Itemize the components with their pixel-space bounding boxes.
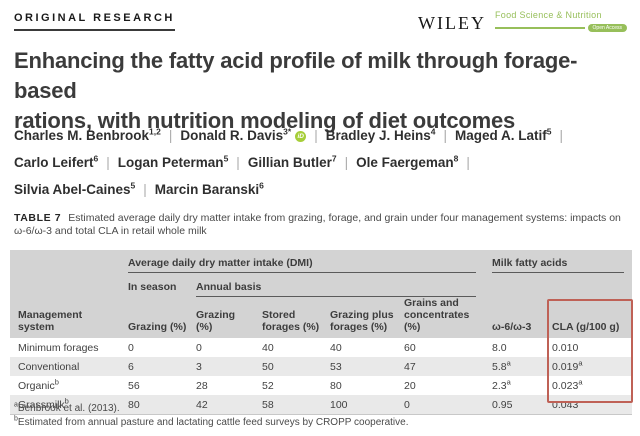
author-separator: | (314, 128, 318, 143)
author-separator: | (443, 128, 448, 143)
table-row: Organicb 56 28 52 80 20 2.3a 0.023a (10, 376, 632, 395)
cell: 80 (330, 379, 342, 392)
cell: 28 (196, 379, 208, 392)
author: Gillian Butler7 (247, 153, 337, 170)
author: Carlo Leifert6 (14, 153, 99, 170)
author-separator: | (236, 155, 240, 170)
col-header-grazing-annual: Grazing (%) (188, 297, 254, 338)
in-season-header: In season (120, 273, 188, 297)
milk-group-label: Milk fatty acids (492, 257, 625, 273)
cell: 0.95 (484, 395, 545, 415)
footnote: aBenbrook et al. (2013). (14, 401, 120, 414)
cell: 3 (188, 357, 254, 376)
cell: 53 (322, 357, 396, 376)
group-header-row: Average daily dry matter intake (DMI) Mi… (10, 250, 633, 273)
cell: 0 (128, 341, 134, 354)
data-table-wrap: Average daily dry matter intake (DMI) Mi… (10, 250, 633, 415)
author: Bradley J. Heins4 (325, 126, 436, 143)
in-season-label: In season (128, 281, 177, 293)
cell: 0.023a (552, 377, 583, 392)
cell: 0 (196, 341, 202, 354)
author: Marcin Baranski6 (154, 180, 264, 197)
article-title: Enhancing the fatty acid profile of milk… (14, 46, 632, 136)
cell: 5.8a (484, 357, 545, 376)
cell: 20 (404, 379, 416, 392)
cell: 56 (128, 379, 140, 392)
author: Charles M. Benbrook1,2 (14, 126, 161, 143)
author: Silvia Abel-Caines5 (14, 180, 136, 197)
milk-group-header: Milk fatty acids (484, 250, 633, 273)
journal-underline (495, 27, 585, 29)
row-label: Conventional (10, 357, 120, 376)
wiley-logo: WILEY (418, 13, 486, 33)
table-footnotes: aBenbrook et al. (2013). bEstimated from … (14, 402, 628, 430)
cell: 0.010 (552, 341, 579, 354)
journal-name: Food Science & Nutrition (495, 10, 602, 20)
col-header-grazing-in-season: Grazing (%) (120, 297, 188, 338)
article-title-line2: rations, with nutrition modeling of diet… (14, 108, 516, 133)
table-caption-text: Estimated average daily dry matter intak… (14, 212, 621, 237)
subgroup-header-row: In season Annual basis (10, 273, 633, 297)
row-label: Organicb (18, 377, 59, 392)
table-row: Grassmilkb 80 42 58 100 0 0.95 0.043 (10, 395, 633, 415)
empty-cell (484, 273, 633, 297)
table-caption-label: TABLE 7 (14, 212, 62, 224)
cell: 0.019a (544, 357, 633, 376)
author-separator: | (344, 155, 349, 170)
data-table: Average daily dry matter intake (DMI) Mi… (10, 250, 633, 415)
author-list: Charles M. Benbrook1,2 | Donald R. Davis3*… (14, 122, 632, 203)
cell: 60 (404, 341, 416, 354)
row-label: Minimum forages (18, 341, 99, 354)
author-separator: | (559, 128, 564, 143)
orcid-icon[interactable]: iD (295, 131, 307, 142)
table-row: Minimum forages 0 0 40 40 60 8.0 0.010 (10, 338, 632, 357)
journal-rule-row: Open Access (495, 24, 627, 32)
table-caption: TABLE 7 Estimated average daily dry matte… (14, 212, 628, 238)
cell: 2.3a (492, 377, 511, 392)
footnote: bEstimated from annual pasture and lacta… (14, 415, 409, 428)
author: Logan Peterman5 (117, 153, 229, 170)
col-header-stored-forages: Stored forages (%) (254, 297, 322, 338)
col-header-grains-concentrates: Grains and concentrates (%) (396, 297, 485, 338)
journal-name-block: Food Science & Nutrition Open Access (495, 10, 627, 32)
cell: 52 (262, 379, 274, 392)
article-type-label: ORIGINAL RESEARCH (14, 12, 175, 31)
cell: 8.0 (492, 341, 507, 354)
author: Donald R. Davis3* (180, 126, 292, 143)
cell: 50 (254, 357, 322, 376)
annual-basis-label: Annual basis (196, 281, 477, 297)
cell: 40 (330, 341, 342, 354)
author: Ole Faergeman8 (356, 153, 459, 170)
author-separator: | (143, 182, 147, 197)
cell: 6 (120, 357, 188, 376)
annual-basis-header: Annual basis (188, 273, 485, 297)
cell: 42 (188, 395, 254, 415)
author-separator: | (168, 128, 173, 143)
table-row: Conventional 6 3 50 53 47 5.8a 0.019a (10, 357, 633, 376)
empty-cell (10, 273, 120, 297)
col-header-grazing-plus-forages: Grazing plus forages (%) (322, 297, 396, 338)
dmi-group-label: Average daily dry matter intake (DMI) (128, 257, 477, 273)
author: Maged A. Latif5 (455, 126, 552, 143)
cell: 40 (262, 341, 274, 354)
author-separator: | (466, 155, 470, 170)
cell: 100 (322, 395, 396, 415)
col-header-management-system: Management system (10, 297, 120, 338)
open-access-badge: Open Access (587, 24, 627, 32)
col-header-cla: CLA (g/100 g) (544, 297, 633, 338)
cell: 0 (396, 395, 485, 415)
empty-cell (10, 250, 120, 273)
journal-brand: WILEY Food Science & Nutrition Open Acce… (418, 10, 627, 34)
dmi-group-header: Average daily dry matter intake (DMI) (120, 250, 485, 273)
cell: 80 (120, 395, 188, 415)
cell: 47 (396, 357, 485, 376)
column-header-row: Management system Grazing (%) Grazing (%… (10, 297, 633, 338)
cell: 58 (254, 395, 322, 415)
row-label: Grassmilkb (10, 395, 120, 415)
author-separator: | (106, 155, 110, 170)
article-title-line1: Enhancing the fatty acid profile of milk… (14, 48, 578, 103)
col-header-omega-ratio: ω-6/ω-3 (484, 297, 545, 338)
